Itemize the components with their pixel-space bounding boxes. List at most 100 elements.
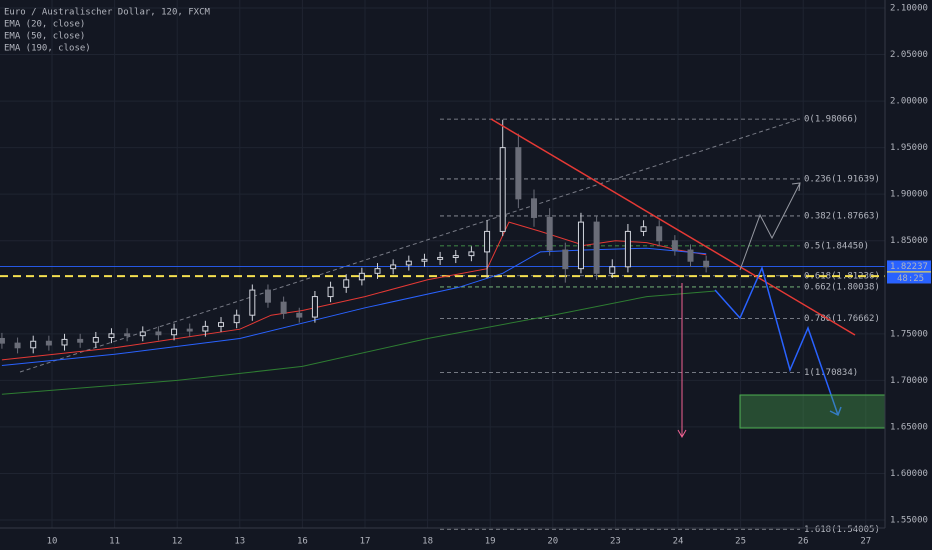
candle-body <box>562 249 569 270</box>
candle-body <box>202 325 209 332</box>
candle-body <box>499 147 506 232</box>
countdown-box <box>887 272 931 284</box>
candle-body <box>374 268 381 274</box>
candle-body <box>14 342 21 349</box>
x-tick-label: 26 <box>798 537 809 547</box>
fib-label: 0(1.98066) <box>804 115 858 125</box>
candle-body <box>233 314 240 324</box>
candle-body <box>531 198 538 218</box>
legend-entry: EMA (50, close) <box>4 32 85 42</box>
candle-body <box>186 328 193 332</box>
candle-body <box>280 301 287 314</box>
y-tick-label: 1.90000 <box>890 190 928 200</box>
candle-body <box>218 322 225 327</box>
target-arrow <box>677 283 687 439</box>
fib-label: 0.236(1.91639) <box>804 174 880 184</box>
trendline <box>490 118 856 336</box>
candle-body <box>311 296 318 318</box>
candle-body <box>264 289 271 303</box>
candle-body <box>139 331 146 337</box>
fib-label: 1(1.70834) <box>804 368 858 378</box>
ema-line <box>1 290 716 395</box>
x-tick-label: 20 <box>547 537 558 547</box>
y-tick-label: 1.60000 <box>890 469 928 479</box>
x-tick-label: 19 <box>485 537 496 547</box>
candle-body <box>624 230 631 268</box>
candle-body <box>577 221 584 270</box>
x-tick-label: 18 <box>422 537 433 547</box>
ema-line <box>1 247 707 366</box>
x-tick-label: 25 <box>735 537 746 547</box>
bullish-projection <box>739 182 801 271</box>
legend-entry: EMA (20, close) <box>4 20 85 30</box>
candle-body <box>437 256 444 260</box>
candle-body <box>45 340 52 346</box>
candle-body <box>484 230 491 253</box>
candle-body <box>452 255 459 258</box>
candle-body <box>61 338 68 346</box>
candle-body <box>296 312 303 318</box>
y-tick-label: 1.65000 <box>890 422 928 432</box>
candle-body <box>421 258 428 262</box>
fib-label: 0.5(1.84450) <box>804 241 869 251</box>
y-tick-label: 2.05000 <box>890 50 928 60</box>
candle-body <box>609 266 616 274</box>
countdown: 48:25 <box>897 274 924 284</box>
x-tick-label: 10 <box>47 537 58 547</box>
y-tick-label: 1.85000 <box>890 236 928 246</box>
y-tick-label: 2.00000 <box>890 97 928 107</box>
y-tick-label: 1.70000 <box>890 376 928 386</box>
candle-body <box>515 147 522 200</box>
candle-body <box>30 340 37 349</box>
x-tick-label: 24 <box>673 537 684 547</box>
candle-body <box>546 216 553 251</box>
candle-body <box>155 331 162 336</box>
candle-body <box>0 337 5 344</box>
x-tick-label: 17 <box>360 537 371 547</box>
candle-body <box>171 328 178 336</box>
price-label-box <box>887 260 931 273</box>
y-tick-label: 1.95000 <box>890 143 928 153</box>
candle-body <box>468 251 475 257</box>
candle-body <box>124 333 131 337</box>
ema-line <box>1 221 707 361</box>
candle-body <box>108 333 115 339</box>
fib-label: 0.662(1.80038) <box>804 282 880 292</box>
candle-body <box>687 249 694 262</box>
bearish-projection <box>714 265 842 417</box>
x-tick-label: 13 <box>234 537 245 547</box>
candle-body <box>656 226 663 242</box>
x-tick-label: 23 <box>610 537 621 547</box>
candle-body <box>703 260 710 268</box>
legend-entry: EMA (190, close) <box>4 44 91 54</box>
candle-body <box>671 240 678 251</box>
axis-labels: 2.10000 2.05000 2.00000 1.95000 1.90000 1.850… <box>47 4 931 547</box>
x-tick-label: 16 <box>297 537 308 547</box>
candle-body <box>593 221 600 274</box>
candle-body <box>640 226 647 232</box>
x-tick-label: 12 <box>172 537 183 547</box>
y-tick-label: 1.75000 <box>890 329 928 339</box>
y-tick-label: 1.55000 <box>890 515 928 525</box>
fib-label: 0.786(1.76662) <box>804 314 880 324</box>
candle-body <box>390 264 397 270</box>
candle-body <box>358 272 365 281</box>
candle-body <box>405 260 412 266</box>
price-label: 1.82237 <box>890 262 928 272</box>
candle-body <box>92 337 99 343</box>
candle-body <box>77 338 84 343</box>
fib-label: 0.618(1.81236) <box>804 271 880 281</box>
fib-label: 0.382(1.87663) <box>804 211 880 221</box>
candle-body <box>343 279 350 288</box>
fib-label: 1.618(1.54005) <box>804 525 880 535</box>
target-zone <box>739 394 886 429</box>
fib-baseline <box>19 118 801 373</box>
y-tick-label: 2.10000 <box>890 4 928 14</box>
grid <box>0 0 885 528</box>
x-tick-label: 11 <box>109 537 120 547</box>
candle-body <box>327 286 334 298</box>
candle-body <box>249 289 256 316</box>
